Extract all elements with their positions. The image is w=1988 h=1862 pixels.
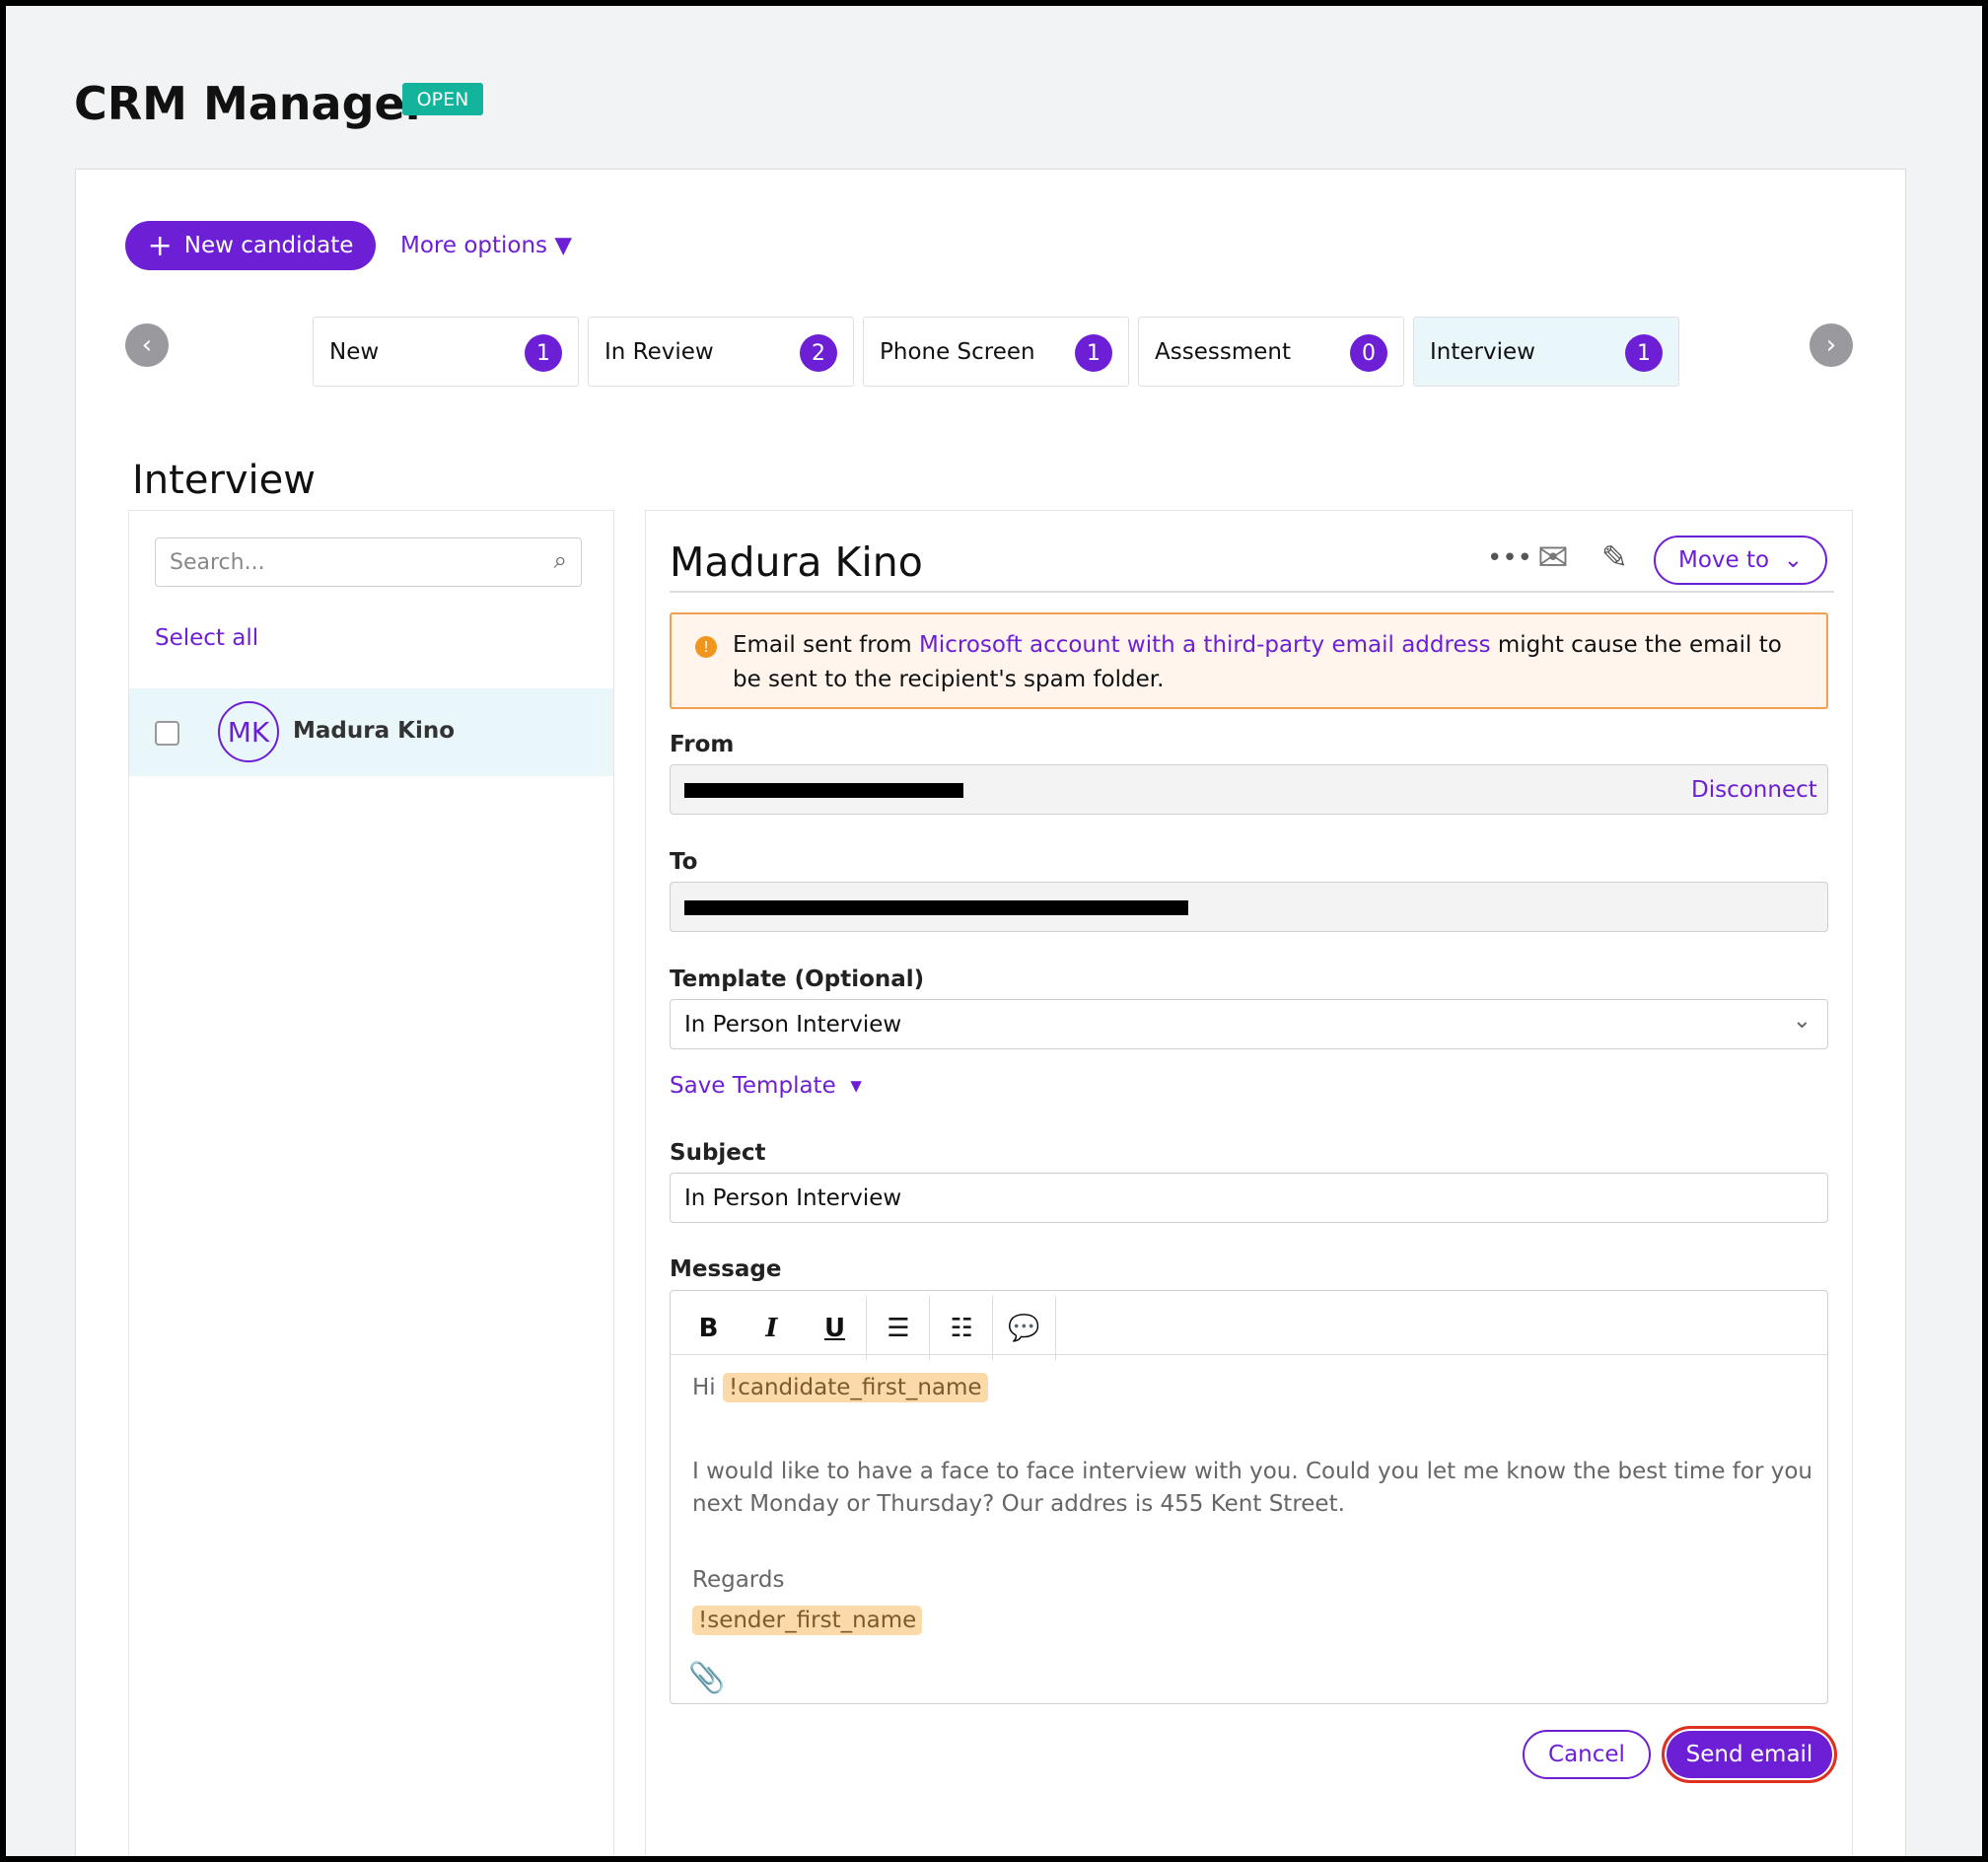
more-options[interactable]: More options ▼ (400, 233, 573, 258)
message-editor[interactable] (670, 1290, 1828, 1704)
mail-icon[interactable]: ✉ (1537, 536, 1569, 579)
toolbar-divider (671, 1354, 1827, 1355)
link-text: Save Template (670, 1073, 836, 1099)
next-arrow[interactable]: › (1810, 323, 1853, 367)
message-label: Message (670, 1256, 782, 1282)
greeting: Hi (692, 1375, 716, 1400)
disconnect-link[interactable]: Disconnect (1691, 777, 1817, 803)
bullet-list-button[interactable]: ☷ (929, 1296, 993, 1360)
stage-tab[interactable]: In Review 2 (588, 317, 854, 387)
more-icon[interactable]: ••• (1487, 543, 1533, 573)
prev-arrow[interactable]: ‹ (125, 323, 169, 367)
placeholder-token: !candidate_first_name (723, 1373, 988, 1402)
template-label: Template (Optional) (670, 967, 925, 992)
warning-text: Email sent from (733, 632, 912, 658)
placeholder-token: !sender_first_name (692, 1606, 923, 1635)
button-label: New candidate (183, 233, 354, 258)
stage-count: 2 (800, 334, 837, 372)
warning-link[interactable]: Microsoft account with a third-party ema… (919, 632, 1491, 658)
move-to-button[interactable]: Move to ⌄ (1654, 536, 1827, 585)
stage-tab[interactable]: Phone Screen 1 (863, 317, 1129, 387)
message-line: Hi !candidate_first_name (692, 1373, 988, 1402)
stage-tab[interactable]: Assessment 0 (1138, 317, 1404, 387)
underline-button[interactable]: U (823, 1313, 846, 1343)
template-select[interactable]: In Person Interview ⌄ (670, 999, 1828, 1049)
redaction (684, 783, 963, 798)
stage-name: Assessment (1155, 338, 1291, 365)
new-candidate-button[interactable]: + New candidate (125, 221, 376, 270)
status-badge: OPEN (402, 83, 483, 115)
subject-input[interactable]: In Person Interview (670, 1173, 1828, 1223)
stage-name: Interview (1430, 338, 1535, 365)
from-label: From (670, 732, 735, 757)
to-label: To (670, 849, 698, 875)
subject-label: Subject (670, 1140, 766, 1166)
message-body: I would like to have a face to face inte… (692, 1459, 1812, 1517)
stage-count: 1 (1075, 334, 1112, 372)
warning-text: might cause the email to be sent to the … (733, 632, 1782, 692)
message-closing: Regards (692, 1567, 785, 1593)
stage-tab[interactable]: Interview 1 (1413, 317, 1679, 387)
placeholder: Search... (170, 550, 265, 575)
redaction (684, 900, 1188, 915)
search-input[interactable]: Search... ⌕ (155, 537, 582, 587)
ordered-list-button[interactable]: ☰ (866, 1296, 930, 1360)
candidate-row[interactable] (129, 688, 613, 776)
stage-name: New (329, 338, 380, 365)
save-template[interactable]: Save Template ▾ (670, 1073, 862, 1099)
detail-name: Madura Kino (670, 538, 923, 586)
select-all[interactable]: Select all (155, 625, 259, 651)
stage-count: 1 (525, 334, 562, 372)
link-text: More options (400, 233, 548, 258)
attach-icon[interactable]: 📎 (688, 1661, 726, 1695)
avatar: MK (218, 701, 279, 762)
page-title: CRM Manager (74, 77, 428, 130)
cancel-button[interactable]: Cancel (1523, 1730, 1651, 1779)
button-label: Move to (1678, 547, 1770, 573)
stage-tab[interactable]: New 1 (313, 317, 579, 387)
stage-name: Phone Screen (880, 338, 1035, 365)
checkbox[interactable] (155, 721, 179, 746)
italic-button[interactable]: I (765, 1313, 778, 1343)
section-title: Interview (132, 458, 316, 503)
warning-banner: ! Email sent from Microsoft account with … (670, 612, 1828, 709)
edit-icon[interactable]: ✎ (1601, 538, 1628, 576)
comment-button[interactable]: 💬 (992, 1296, 1056, 1360)
stage-name: In Review (604, 338, 714, 365)
stage-count: 0 (1350, 334, 1387, 372)
from-input (670, 764, 1828, 815)
bold-button[interactable]: B (698, 1313, 719, 1343)
candidate-name: Madura Kino (293, 718, 455, 744)
stage-count: 1 (1625, 334, 1663, 372)
select-value: In Person Interview (684, 1012, 902, 1038)
divider (670, 591, 1834, 593)
send-email-button[interactable]: Send email (1662, 1726, 1837, 1783)
